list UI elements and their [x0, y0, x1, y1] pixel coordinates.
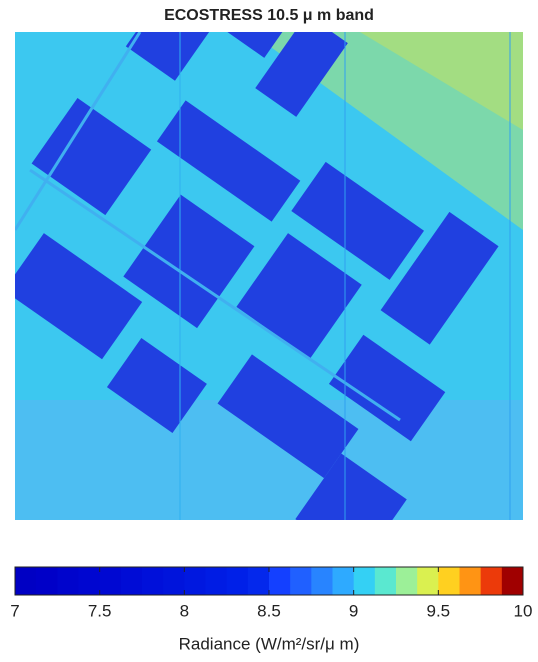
colorbar-cell: [290, 567, 312, 595]
colorbar-cell: [269, 567, 291, 595]
colorbar-cell: [206, 567, 228, 595]
colorbar-cell: [142, 567, 164, 595]
colorbar-cell: [354, 567, 376, 595]
colorbar-cell: [438, 567, 460, 595]
chart: ECOSTRESS 10.5 μ m band: [0, 0, 538, 662]
radiance-image: [0, 0, 538, 565]
colorbar-cell: [121, 567, 143, 595]
x-tick-label: 9: [349, 601, 358, 620]
colorbar-cell: [396, 567, 418, 595]
colorbar-cell: [375, 567, 397, 595]
colorbar-cell: [333, 567, 355, 595]
colorbar-cell: [36, 567, 58, 595]
colorbar-cell: [227, 567, 249, 595]
x-tick-label: 10: [514, 601, 533, 620]
colorbar-cell: [57, 567, 79, 595]
x-tick-label: 7.5: [88, 601, 112, 620]
colorbar-cell: [100, 567, 122, 595]
colorbar-cell: [163, 567, 185, 595]
colorbar-cell: [481, 567, 503, 595]
colorbar-cell: [311, 567, 333, 595]
colorbar-cell: [15, 567, 37, 595]
colorbar-cell: [417, 567, 439, 595]
colorbar-cell: [184, 567, 206, 595]
colorbar-cell: [248, 567, 270, 595]
x-tick-label: 9.5: [427, 601, 451, 620]
chart-title: ECOSTRESS 10.5 μ m band: [164, 7, 374, 24]
colorbar-cell: [460, 567, 482, 595]
x-tick-label: 8: [180, 601, 189, 620]
colorbar-cell: [79, 567, 101, 595]
x-tick-label: 8.5: [257, 601, 281, 620]
colorbar-cell: [502, 567, 524, 595]
colorbar-label: Radiance (W/m²/sr/μ m): [179, 634, 360, 653]
x-tick-label: 7: [10, 601, 19, 620]
